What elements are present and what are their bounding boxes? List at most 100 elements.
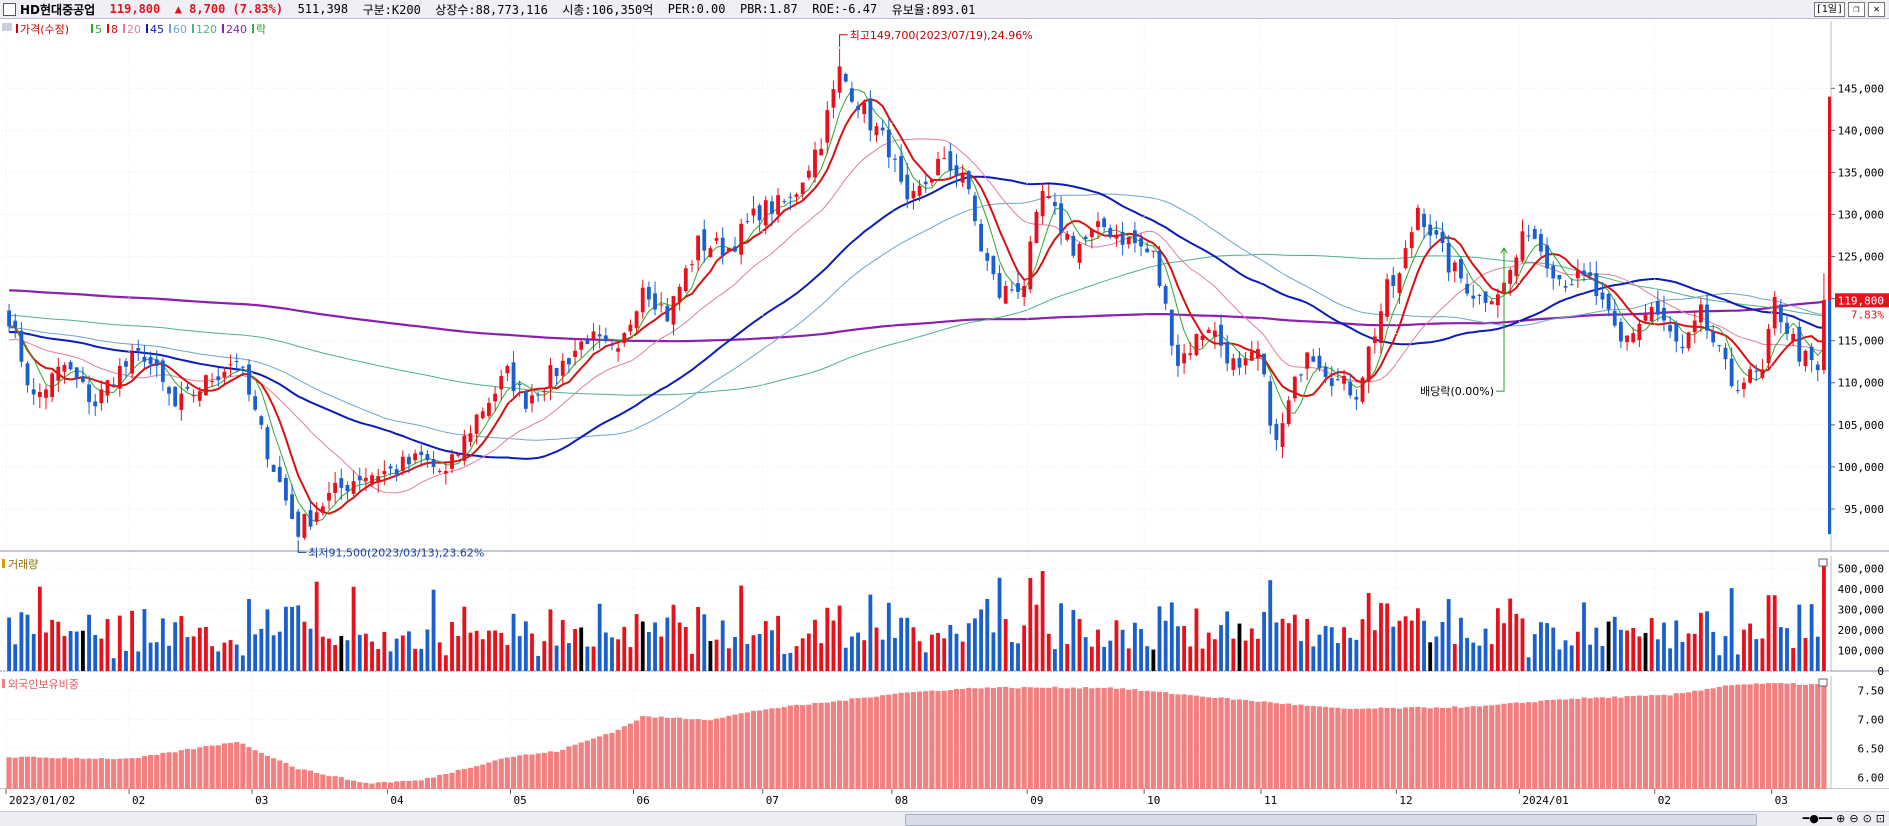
- foreign-bar: [1101, 687, 1107, 789]
- volume-bar: [929, 634, 934, 671]
- candle: [536, 391, 541, 403]
- candle: [210, 373, 215, 388]
- candle: [659, 292, 664, 313]
- candle: [1698, 297, 1703, 333]
- candle: [1403, 240, 1408, 270]
- volume-bar: [733, 636, 737, 671]
- candle: [1102, 216, 1107, 232]
- candle: [1742, 377, 1746, 398]
- zoom-out-icon[interactable]: ⊖: [1849, 812, 1859, 825]
- foreign-bar: [554, 751, 560, 789]
- date-tick-label: 03: [255, 794, 268, 807]
- foreign-bar: [1033, 687, 1040, 789]
- volume-bar: [1034, 604, 1039, 671]
- candle: [597, 324, 602, 349]
- volume-bar: [136, 651, 141, 671]
- foreign-bar: [184, 748, 191, 789]
- panel-maximize-icon[interactable]: [1818, 678, 1828, 687]
- candle: [197, 387, 202, 407]
- foreign-bar: [898, 692, 904, 789]
- candle: [1096, 212, 1100, 239]
- candle: [1815, 361, 1820, 382]
- volume-bar: [93, 634, 98, 671]
- volume-bar: [1366, 593, 1371, 671]
- candle: [653, 281, 657, 316]
- select-checkbox[interactable]: [3, 2, 16, 16]
- foreign-bar: [867, 697, 873, 789]
- foreign-bar: [1169, 693, 1175, 789]
- foreign-bar: [1298, 704, 1304, 789]
- foreign-bar: [43, 757, 49, 789]
- foreign-bar: [283, 762, 289, 789]
- stock-chart[interactable]: 95,000100,000105,000110,000115,000120,00…: [0, 19, 1889, 811]
- close-icon[interactable]: ✕: [1868, 2, 1885, 17]
- date-x-axis: 2023/01/02 02 03 04 05 06 07 08 09 10 11 12 2024/01 0…: [0, 789, 1889, 810]
- foreign-bar: [615, 729, 621, 789]
- candle: [1563, 280, 1568, 293]
- candle: [831, 80, 836, 119]
- panel-menu-icon[interactable]: [2, 23, 12, 31]
- candle: [1514, 254, 1519, 285]
- candle: [511, 351, 516, 399]
- candle: [173, 386, 178, 408]
- foreign-bar: [141, 756, 148, 789]
- candlesticks: [7, 48, 1826, 540]
- foreign-bar: [1642, 695, 1649, 789]
- volume-bar: [487, 630, 491, 671]
- foreign-bar: [160, 752, 166, 789]
- scrollbar-thumb[interactable]: [905, 814, 1757, 826]
- foreign-bar: [86, 758, 92, 789]
- candle: [1797, 321, 1802, 367]
- foreign-bar: [1212, 698, 1218, 789]
- foreign-bar: [351, 780, 357, 789]
- candle: [1409, 226, 1414, 258]
- foreign-bar: [1452, 706, 1458, 789]
- foreign-bar: [486, 762, 492, 789]
- volume-bar: [1582, 602, 1586, 671]
- candle: [167, 385, 171, 406]
- volume-bar: [1354, 639, 1359, 671]
- volume-bar: [757, 634, 762, 671]
- horizontal-scrollbar[interactable]: ━●━━ ⊕ ⊖ ⊙ ⊡: [0, 811, 1889, 826]
- foreign-bar: [1347, 708, 1353, 789]
- volume-bar: [1342, 627, 1346, 671]
- zoom-reset-icon[interactable]: ⊙: [1862, 812, 1872, 825]
- foreign-bar: [1476, 706, 1482, 789]
- zoom-in-icon[interactable]: ⊕: [1836, 812, 1846, 825]
- volume-bar: [1409, 620, 1414, 671]
- volume-bar: [1379, 603, 1383, 671]
- volume-bar: [345, 640, 350, 671]
- volume-bar: [1631, 628, 1636, 671]
- price-tick-label: 140,000: [1838, 124, 1884, 137]
- volume-bar: [1735, 654, 1740, 671]
- volume-bar: [456, 635, 461, 671]
- foreign-bar: [191, 749, 197, 789]
- candle: [468, 425, 473, 448]
- candle: [44, 385, 48, 410]
- ma-45-line: [9, 175, 1825, 460]
- foreign-bar: [1009, 687, 1015, 789]
- volume-bar: [1459, 617, 1463, 671]
- foreign-bar: [1716, 686, 1722, 789]
- foreign-bar: [658, 716, 664, 789]
- foreign-bar: [166, 752, 172, 789]
- foreign-bar: [1187, 695, 1193, 789]
- candle: [1631, 327, 1636, 344]
- volume-bar: [154, 642, 159, 671]
- panel-maximize-icon[interactable]: [1818, 558, 1828, 567]
- last-price-tag: [1835, 293, 1889, 308]
- restore-icon[interactable]: ❐: [1848, 2, 1865, 17]
- volume-bar: [936, 632, 940, 671]
- foreign-bar: [818, 702, 824, 789]
- foreign-bar: [843, 700, 849, 789]
- foreign-bar: [1655, 695, 1661, 789]
- zoom-fit-icon[interactable]: ⊡: [1875, 812, 1885, 825]
- zoom-slider-icon[interactable]: ━●━━: [1802, 812, 1833, 825]
- candle: [1305, 352, 1310, 381]
- price-y-axis: 95,000100,000105,000110,000115,000120,00…: [2, 82, 1884, 516]
- period-button[interactable]: [1일]: [1813, 2, 1845, 17]
- foreign-bar: [344, 779, 351, 789]
- low-annotation: 최저91,500(2023/03/13),23.62%: [308, 546, 484, 559]
- candle: [1169, 309, 1174, 356]
- volume-bar: [714, 639, 719, 671]
